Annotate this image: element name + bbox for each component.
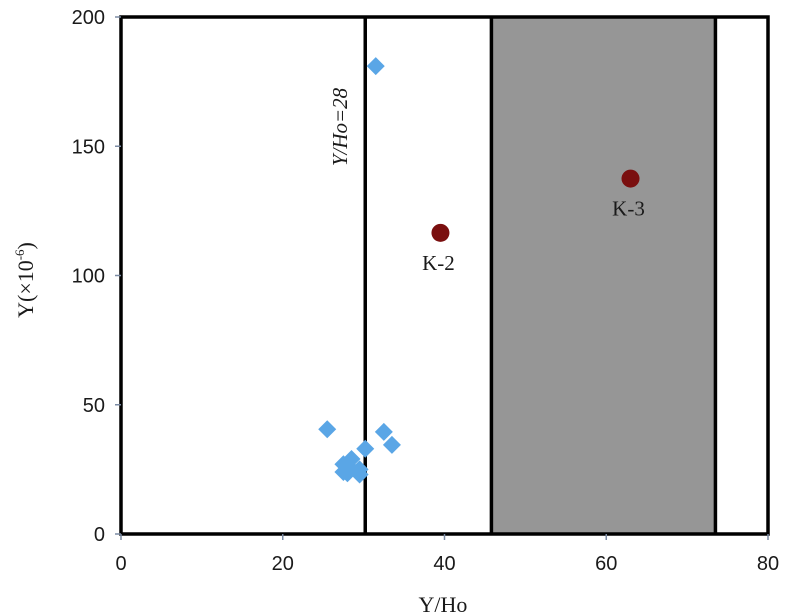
circle-point [431,223,450,242]
x-tick-label: 40 [433,553,455,575]
x-tick-label: 60 [595,553,617,575]
y-axis-title: Y(×10-6) [12,242,38,318]
x-axis-title: Y/Ho [419,592,468,616]
x-tick-label: 0 [115,553,126,575]
x-tick-label: 80 [757,553,779,575]
y-tick-label: 100 [72,266,105,288]
diamond-point [350,465,369,484]
diamond-point [374,422,393,441]
x-tick-label: 20 [272,553,294,575]
diamond-point [338,464,357,483]
circle-point [621,169,640,188]
y-tick-label: 50 [83,395,105,417]
y-tick-label: 200 [72,7,105,29]
point-label: K-3 [612,197,645,221]
shaded-band [491,17,716,534]
diamond-point [318,420,337,439]
diamond-point [356,439,375,458]
diamond-point [382,435,401,454]
reference-line-label: Y/Ho=28 [328,87,352,166]
y-tick-label: 0 [94,524,105,546]
diamond-point [366,57,385,76]
y-tick-label: 150 [72,136,105,158]
point-label: K-2 [422,251,455,275]
